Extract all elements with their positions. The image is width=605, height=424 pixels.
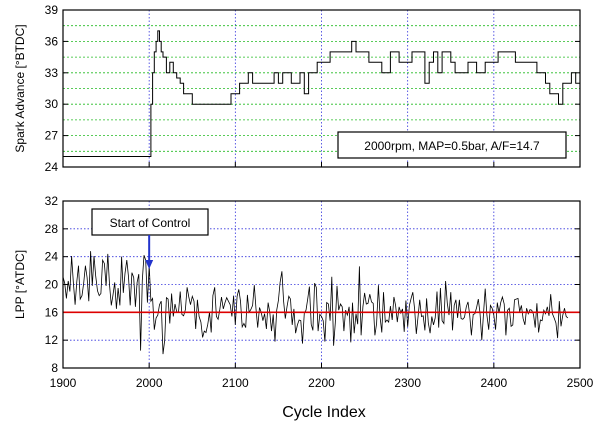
x-tick-label: 2000 bbox=[136, 376, 163, 390]
spark-advance-y-tick-label: 24 bbox=[45, 160, 59, 174]
x-axis-ticks: 1900 2000 2100 2200 2300 2400 2500 bbox=[50, 162, 594, 390]
start-of-control-label: Start of Control bbox=[110, 216, 191, 230]
lpp-y-tick-label: 20 bbox=[45, 278, 59, 292]
spark-advance-trace bbox=[63, 30, 580, 157]
condition-annotation-box bbox=[337, 131, 567, 159]
x-tick-label: 2300 bbox=[394, 376, 421, 390]
start-of-control-box bbox=[91, 208, 209, 236]
x-tick-label: 2400 bbox=[480, 376, 507, 390]
x-tick-label: 2500 bbox=[567, 376, 594, 390]
x-tick-label: 2200 bbox=[308, 376, 335, 390]
lpp-y-ticks: 8 12 16 20 24 28 32 bbox=[45, 194, 580, 375]
lpp-y-label: LPP [°ATDC] bbox=[13, 250, 27, 319]
x-tick-label: 1900 bbox=[50, 376, 77, 390]
lpp-trace bbox=[62, 251, 569, 355]
spark-advance-y-label: Spark Advance [°BTDC] bbox=[13, 24, 27, 152]
lpp-y-tick-label: 24 bbox=[45, 250, 59, 264]
spark-advance-y-tick-label: 27 bbox=[45, 129, 59, 143]
condition-annotation-text: 2000rpm, MAP=0.5bar, A/F=14.7 bbox=[364, 139, 540, 153]
spark-advance-y-tick-label: 36 bbox=[45, 34, 59, 48]
lpp-y-tick-label: 28 bbox=[45, 222, 59, 236]
start-of-control-arrow bbox=[145, 235, 154, 269]
spark-advance-y-tick-label: 30 bbox=[45, 97, 59, 111]
lpp-y-tick-label: 16 bbox=[45, 305, 59, 319]
spark-advance-y-ticks: 24 27 30 33 36 39 bbox=[45, 3, 580, 174]
arrow-head bbox=[145, 260, 154, 269]
spark-advance-panel: 24 27 30 33 36 39 Spark Advance [°BTDC] 2000r… bbox=[13, 3, 581, 174]
lpp-y-tick-label: 32 bbox=[45, 194, 59, 208]
spark-advance-y-tick-label: 39 bbox=[45, 3, 59, 17]
lpp-y-tick-label: 12 bbox=[45, 333, 59, 347]
lpp-y-tick-label: 8 bbox=[51, 361, 58, 375]
x-tick-label: 2100 bbox=[222, 376, 249, 390]
lpp-panel: 8 12 16 20 24 28 32 LPP [°ATDC] Start of Contr… bbox=[13, 162, 594, 421]
spark-advance-y-tick-label: 33 bbox=[45, 66, 59, 80]
x-axis-label: Cycle Index bbox=[282, 404, 366, 421]
